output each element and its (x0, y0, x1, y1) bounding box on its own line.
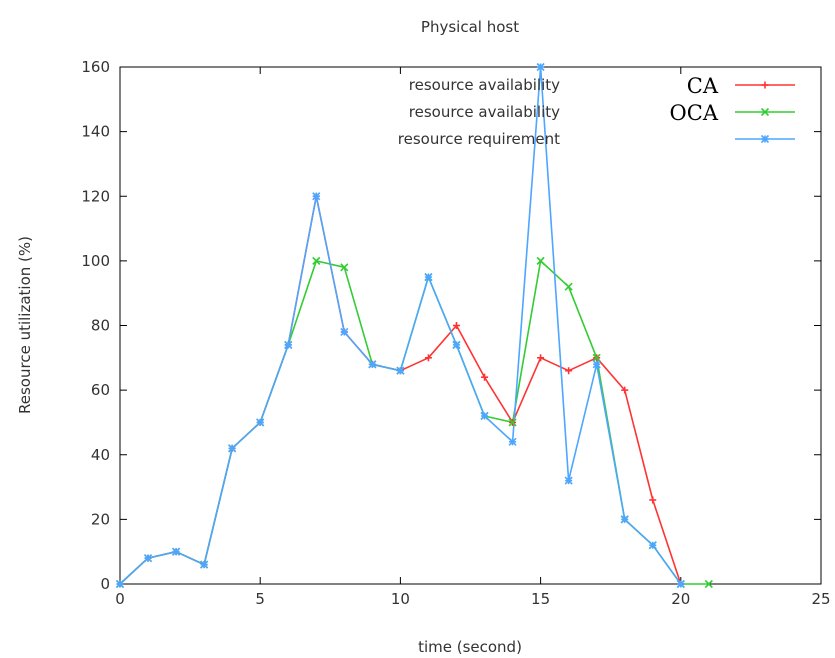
data-point-requirement (312, 192, 321, 201)
axis-ticks: 0 5 10 15 20 25 0 20 40 60 80 100 120 140 160 (81, 58, 830, 608)
x-tick-label: 10 (391, 590, 410, 608)
data-point-requirement-dot (650, 543, 655, 548)
legend-label: resource availability (409, 103, 560, 121)
x-tick-label: 25 (811, 590, 830, 608)
y-tick-label: 140 (81, 123, 110, 141)
data-point-requirement-dot (398, 368, 403, 373)
data-point-oca-stroke (536, 256, 545, 265)
y-tick-label: 160 (81, 58, 110, 76)
data-point-ca (565, 367, 573, 375)
data-point-requirement-dot (538, 65, 543, 69)
data-point-requirement-dot (258, 420, 263, 425)
data-point-oca (508, 418, 517, 427)
data-point-oca (592, 353, 601, 362)
data-point-requirement-dot (594, 362, 599, 367)
data-point-requirement (284, 340, 293, 349)
x-tick-label: 5 (255, 590, 265, 608)
data-point-oca (312, 256, 321, 265)
data-point-oca-stroke (508, 418, 517, 427)
data-point-requirement-dot (622, 517, 627, 522)
data-point-requirement-dot (342, 329, 347, 334)
data-point-ca (649, 496, 657, 504)
y-tick-label: 80 (91, 317, 110, 335)
data-point-requirement (480, 411, 489, 421)
legend-swatch-marker-stroke (760, 107, 770, 117)
data-point-requirement (172, 547, 181, 556)
data-point-requirement-dot (482, 413, 487, 418)
y-tick-label: 100 (81, 252, 110, 270)
data-point-requirement-dot (202, 562, 207, 567)
data-point-requirement (396, 366, 405, 375)
x-tick-label: 0 (115, 590, 125, 608)
y-tick-label: 40 (91, 446, 110, 464)
x-tick-label: 15 (531, 590, 550, 608)
data-point-requirement (508, 437, 517, 446)
y-tick-label: 120 (81, 187, 110, 205)
data-point-requirement-dot (286, 342, 291, 347)
data-point-requirement (452, 340, 461, 349)
data-point-requirement (592, 360, 601, 369)
data-point-requirement-dot (566, 478, 571, 483)
y-tick-label: 20 (91, 510, 110, 528)
data-point-requirement (143, 554, 153, 563)
x-tick-label: 20 (671, 590, 690, 608)
y-tick-label: 60 (91, 381, 110, 399)
legend-swatch-marker (760, 134, 770, 144)
legend-tag: OCA (670, 101, 719, 125)
data-point-requirement-dot (370, 362, 375, 367)
data-point-oca (340, 263, 349, 272)
data-point-requirement (536, 62, 545, 72)
data-point-requirement-dot (146, 556, 151, 561)
data-point-ca (481, 373, 489, 381)
legend-swatch-marker (760, 107, 770, 117)
legend: resource availability CA resource availabi… (398, 74, 795, 148)
series-line-oca (119, 260, 709, 585)
y-axis-title: Resource utilization (%) (16, 236, 34, 414)
data-point-requirement (564, 476, 573, 485)
chart-title: Physical host (421, 18, 519, 36)
data-point-oca-stroke (340, 263, 349, 272)
data-point-requirement (648, 541, 657, 550)
legend-swatch-marker-dot (763, 137, 767, 141)
data-point-requirement (115, 579, 125, 589)
series-line-ca (119, 195, 682, 585)
data-point-requirement-dot (678, 582, 683, 586)
data-point-oca (536, 256, 545, 265)
data-point-requirement (340, 327, 349, 337)
legend-label: resource requirement (398, 130, 560, 148)
data-point-requirement (256, 418, 265, 427)
data-point-requirement-dot (230, 446, 235, 451)
data-point-oca-stroke (312, 256, 321, 265)
data-point-requirement-dot (314, 194, 319, 199)
legend-tag: CA (687, 74, 719, 98)
data-point-requirement (676, 579, 685, 589)
x-axis-title: time (second) (418, 638, 522, 656)
data-point-requirement (424, 272, 433, 282)
legend-swatch-marker (761, 81, 769, 89)
data-point-requirement (200, 560, 209, 569)
data-point-requirement (620, 515, 629, 524)
data-point-requirement (228, 444, 237, 453)
y-tick-label: 0 (100, 575, 110, 593)
data-point-oca (704, 579, 713, 589)
legend-label: resource availability (409, 76, 560, 94)
data-point-ca (424, 354, 432, 362)
data-point-requirement-dot (426, 275, 431, 280)
data-point-requirement-dot (454, 342, 459, 347)
data-point-ca (452, 322, 460, 329)
data-point-requirement-dot (118, 582, 122, 586)
data-point-ca (537, 354, 545, 362)
data-point-requirement-dot (174, 549, 179, 554)
data-point-oca-stroke (704, 579, 713, 589)
data-point-requirement-dot (510, 439, 515, 444)
data-point-oca-stroke (564, 282, 573, 291)
data-point-oca-stroke (592, 353, 601, 362)
data-point-requirement (368, 360, 377, 369)
data-point-ca (621, 386, 629, 394)
data-point-oca (564, 282, 573, 291)
series-markers (115, 62, 713, 589)
